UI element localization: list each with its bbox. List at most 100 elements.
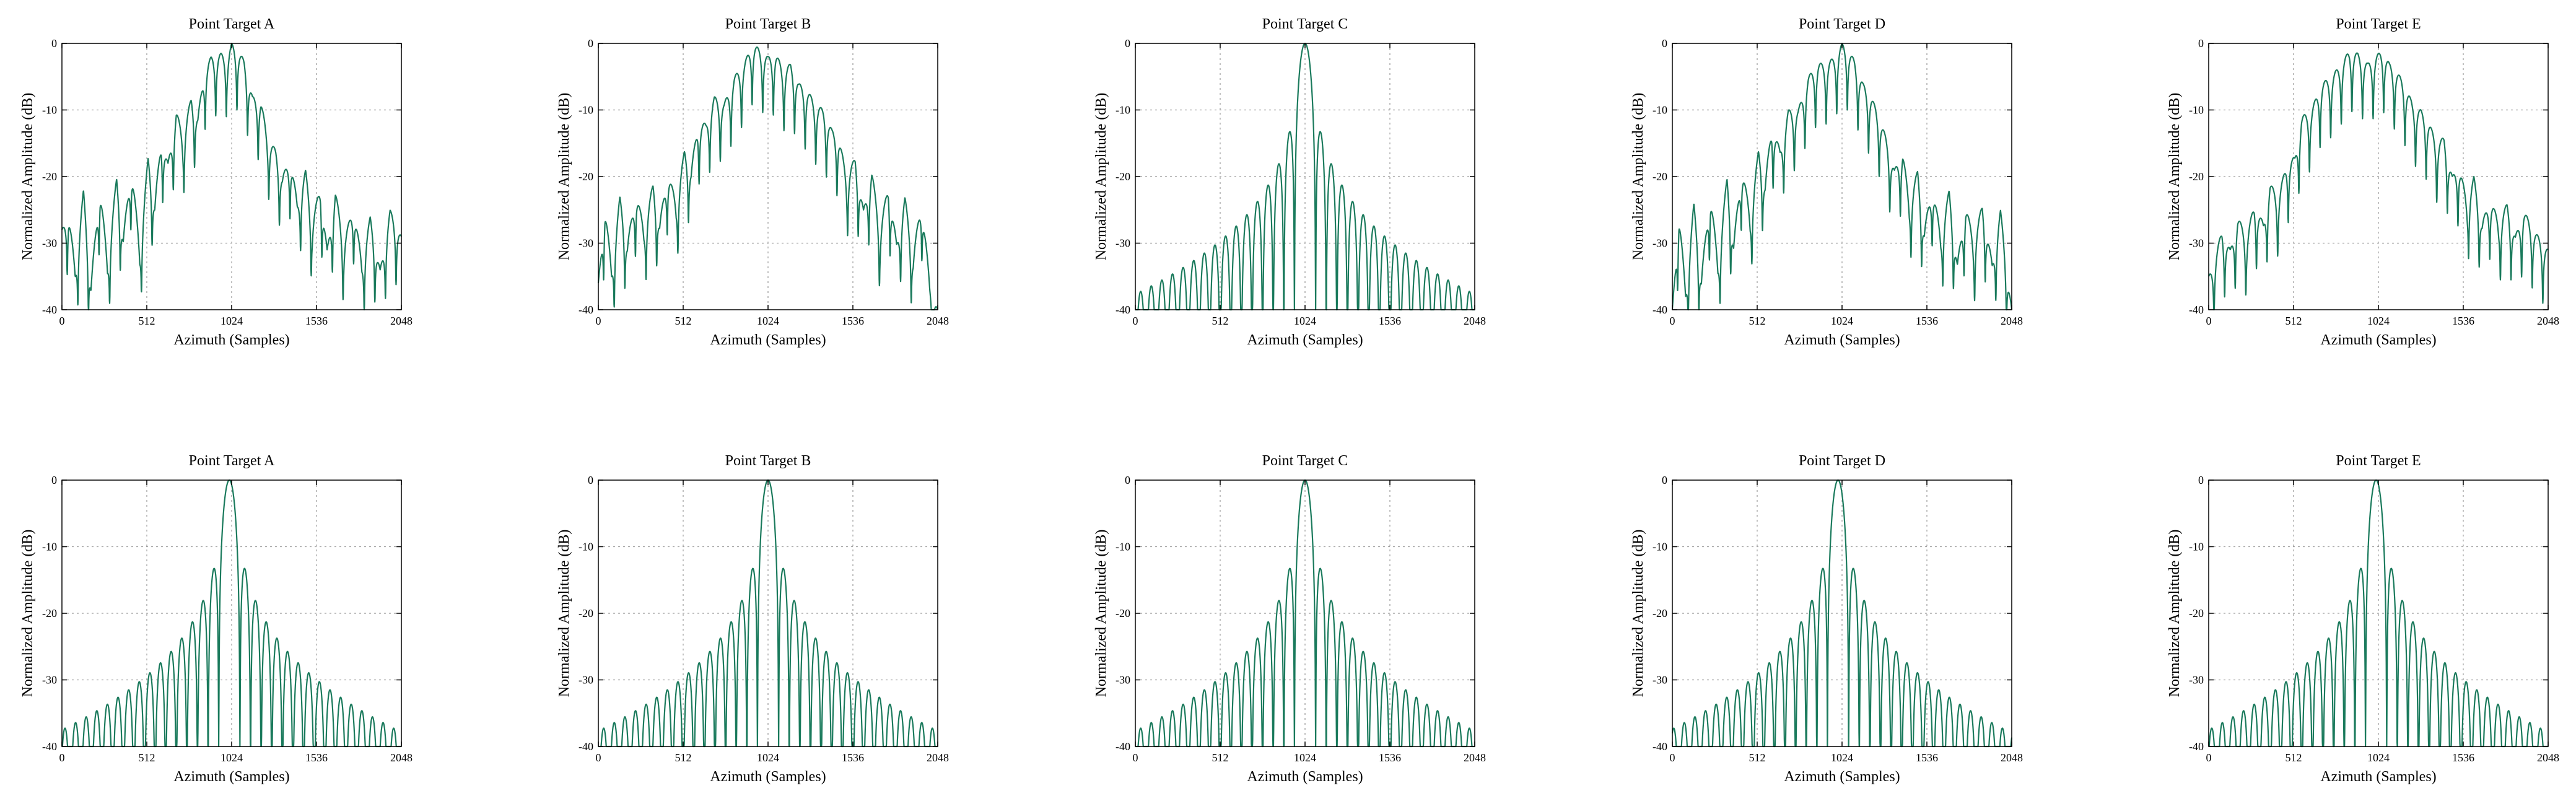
x-axis-label: Azimuth (Samples) <box>1784 332 1900 348</box>
y-tick-label: 0 <box>1125 474 1130 486</box>
y-tick-label: -30 <box>42 674 57 686</box>
y-tick-label: 0 <box>1662 37 1667 50</box>
chart-title: Point Target E <box>2336 16 2421 32</box>
chart-title: Point Target C <box>1262 16 1348 32</box>
x-tick-label: 0 <box>1133 751 1138 764</box>
x-tick-label: 2048 <box>2537 751 2559 764</box>
y-axis-label: Normalized Amplitude (dB) <box>1093 530 1109 698</box>
x-axis-label: Azimuth (Samples) <box>173 769 289 785</box>
x-tick-label: 0 <box>596 751 601 764</box>
x-tick-label: 2048 <box>1464 751 1486 764</box>
y-tick-label: -20 <box>2189 170 2204 183</box>
y-tick-label: -40 <box>1653 740 1667 753</box>
x-tick-label: 1536 <box>2452 751 2474 764</box>
x-tick-label: 1024 <box>2367 751 2390 764</box>
x-tick-label: 0 <box>59 315 65 327</box>
y-tick-label: -10 <box>1116 104 1130 116</box>
y-tick-label: -40 <box>1116 740 1130 753</box>
y-tick-label: -40 <box>42 740 57 753</box>
x-tick-label: 512 <box>1212 315 1229 327</box>
x-axis-label: Azimuth (Samples) <box>2320 332 2436 348</box>
chart-panel: 0 512 1024 1536 2048 0 -10 -20 -30 -40 Point Targe… <box>1093 16 1486 348</box>
x-tick-label: 1024 <box>1831 751 1853 764</box>
x-tick-label: 512 <box>139 751 155 764</box>
chart-title: Point Target A <box>189 16 275 32</box>
y-tick-label: -20 <box>42 607 57 619</box>
chart-title: Point Target B <box>725 16 811 32</box>
y-tick-label: -10 <box>2189 541 2204 553</box>
x-axis-label: Azimuth (Samples) <box>710 332 826 348</box>
x-tick-label: 0 <box>59 751 65 764</box>
x-tick-label: 2048 <box>2001 751 2023 764</box>
x-axis-label: Azimuth (Samples) <box>710 769 826 785</box>
y-axis-label: Normalized Amplitude (dB) <box>20 93 36 261</box>
x-tick-label: 1024 <box>220 751 243 764</box>
y-tick-label: 0 <box>1125 37 1130 50</box>
y-tick-label: -20 <box>579 170 593 183</box>
y-axis-label: Normalized Amplitude (dB) <box>556 530 572 698</box>
chart-panel: 0 512 1024 1536 2048 0 -10 -20 -30 -40 Point Targe… <box>2167 16 2559 348</box>
series-line <box>2207 52 2549 311</box>
y-tick-label: 0 <box>588 474 593 486</box>
chart-title: Point Target E <box>2336 453 2421 469</box>
x-axis-label: Azimuth (Samples) <box>173 332 289 348</box>
y-tick-label: 0 <box>2198 37 2204 50</box>
y-tick-label: -30 <box>579 237 593 250</box>
y-axis-label: Normalized Amplitude (dB) <box>1093 93 1109 261</box>
x-tick-label: 512 <box>1212 751 1229 764</box>
x-axis-label: Azimuth (Samples) <box>2320 769 2436 785</box>
chart-panel: 0 512 1024 1536 2048 0 -10 -20 -30 -40 Point Targe… <box>1630 453 2023 785</box>
x-axis-label: Azimuth (Samples) <box>1247 332 1363 348</box>
y-axis-label: Normalized Amplitude (dB) <box>2167 530 2183 698</box>
x-tick-label: 1536 <box>305 751 328 764</box>
x-tick-label: 1024 <box>1294 751 1316 764</box>
chart-title: Point Target D <box>1799 16 1885 32</box>
y-tick-label: 0 <box>2198 474 2204 486</box>
x-tick-label: 1536 <box>1379 751 1401 764</box>
x-tick-label: 512 <box>675 315 692 327</box>
x-tick-label: 0 <box>1133 315 1138 327</box>
y-tick-label: -10 <box>579 541 593 553</box>
y-tick-label: -10 <box>1653 104 1667 116</box>
chart-panel: 0 512 1024 1536 2048 0 -10 -20 -30 -40 Point Targe… <box>556 453 949 785</box>
x-tick-label: 0 <box>2206 315 2212 327</box>
chart-panel: 0 512 1024 1536 2048 0 -10 -20 -30 -40 Point Targe… <box>20 453 413 785</box>
x-tick-label: 1024 <box>1294 315 1316 327</box>
y-tick-label: -10 <box>42 104 57 116</box>
y-tick-label: -30 <box>579 674 593 686</box>
y-tick-label: -30 <box>1116 674 1130 686</box>
y-axis-label: Normalized Amplitude (dB) <box>2167 93 2183 261</box>
x-tick-label: 0 <box>1670 315 1675 327</box>
y-tick-label: -40 <box>1116 304 1130 316</box>
x-tick-label: 2048 <box>1464 315 1486 327</box>
chart-panel: 0 512 1024 1536 2048 0 -10 -20 -30 -40 Point Targe… <box>1093 453 1486 785</box>
y-axis-label: Normalized Amplitude (dB) <box>20 530 36 698</box>
y-tick-label: -40 <box>579 304 593 316</box>
x-tick-label: 2048 <box>2537 315 2559 327</box>
chart-title: Point Target D <box>1799 453 1885 469</box>
y-tick-label: -30 <box>1653 674 1667 686</box>
y-tick-label: -20 <box>42 170 57 183</box>
x-tick-label: 2048 <box>390 751 413 764</box>
x-tick-label: 2048 <box>2001 315 2023 327</box>
x-tick-label: 1024 <box>757 751 779 764</box>
y-tick-label: -30 <box>42 237 57 250</box>
x-tick-label: 2048 <box>390 315 413 327</box>
x-tick-label: 1536 <box>1379 315 1401 327</box>
y-axis-label: Normalized Amplitude (dB) <box>1630 93 1646 261</box>
chart-panel: 0 512 1024 1536 2048 0 -10 -20 -30 -40 Point Targe… <box>556 16 949 348</box>
chart-panel: 0 512 1024 1536 2048 0 -10 -20 -30 -40 Point Targe… <box>2167 453 2559 785</box>
y-tick-label: 0 <box>1662 474 1667 486</box>
y-tick-label: 0 <box>51 37 57 50</box>
y-tick-label: -10 <box>1116 541 1130 553</box>
y-tick-label: -30 <box>1116 237 1130 250</box>
x-tick-label: 512 <box>675 751 692 764</box>
chart-panel: 0 512 1024 1536 2048 0 -10 -20 -30 -40 Point Targe… <box>20 16 413 348</box>
x-tick-label: 0 <box>2206 751 2212 764</box>
y-tick-label: -10 <box>579 104 593 116</box>
chart-title: Point Target B <box>725 453 811 469</box>
y-tick-label: -40 <box>2189 740 2204 753</box>
x-tick-label: 0 <box>1670 751 1675 764</box>
x-tick-label: 1536 <box>305 315 328 327</box>
